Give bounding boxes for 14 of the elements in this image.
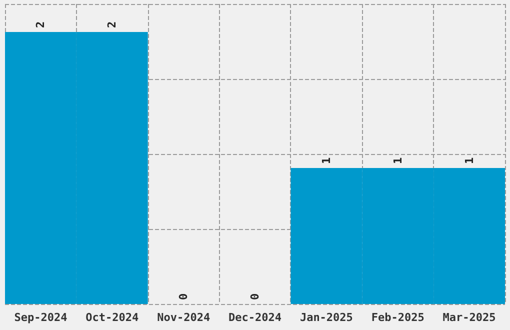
data-label: 0 — [177, 293, 190, 300]
data-label: 1 — [391, 157, 404, 164]
x-tick-label: Jan-2025 — [300, 311, 353, 324]
x-tick-label: Oct-2024 — [86, 311, 140, 324]
data-label: 1 — [320, 157, 333, 164]
data-label: 0 — [248, 293, 262, 300]
x-tick-label: Feb-2025 — [371, 311, 424, 324]
data-label: 2 — [106, 21, 119, 28]
data-label: 2 — [34, 21, 48, 28]
x-tick-label: Sep-2024 — [14, 311, 68, 324]
x-tick-label: Mar-2025 — [442, 311, 496, 324]
data-label: 1 — [462, 157, 476, 164]
x-tick-label: Dec-2024 — [228, 311, 282, 324]
x-tick-label: Nov-2024 — [157, 311, 210, 324]
